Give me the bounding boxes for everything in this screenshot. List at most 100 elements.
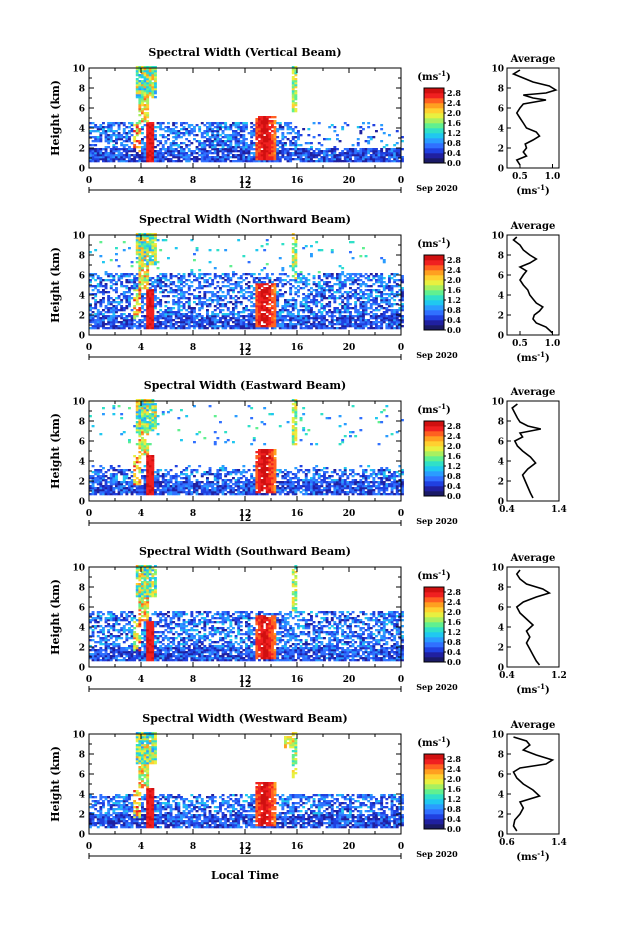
heatmap-cell (120, 487, 124, 490)
heatmap-cell (250, 297, 254, 300)
heatmap-cell (341, 154, 345, 157)
heatmap-cell (128, 279, 131, 282)
heatmap-cell (359, 289, 363, 292)
heatmap-cell (109, 327, 113, 330)
y-tick-label: 6 (79, 105, 85, 115)
heatmap-cell (135, 124, 139, 127)
heatmap-cell (388, 317, 391, 320)
heatmap-cell (364, 323, 368, 326)
heatmap-cell (328, 273, 332, 276)
heatmap-cell (320, 297, 324, 300)
heatmap-cell (156, 279, 160, 282)
heatmap-cell (185, 491, 189, 494)
heatmap-cell (91, 465, 95, 468)
heatmap-cell (216, 152, 220, 155)
heatmap-cell (143, 257, 147, 260)
heatmap-cell (206, 291, 209, 294)
heatmap-cell (325, 311, 329, 314)
heatmap-cell (372, 160, 376, 163)
heatmap-cell (265, 132, 269, 135)
heatmap-cell (211, 160, 215, 163)
heatmap-cell (260, 327, 264, 330)
heatmap-cell (304, 245, 308, 248)
heatmap-cell (135, 327, 139, 330)
heatmap-cell (307, 327, 311, 330)
heatmap-cell (177, 277, 181, 280)
heatmap-cell (198, 325, 202, 328)
heatmap-cell (221, 150, 225, 153)
heatmap-cell (115, 247, 118, 250)
heatmap-cell (273, 140, 277, 143)
heatmap-cell (247, 291, 251, 294)
heatmap-cell (276, 297, 280, 300)
heatmap-cell (146, 477, 150, 480)
heatmap-cell (198, 319, 202, 322)
heatmap-cell (143, 66, 147, 69)
heatmap-cell (211, 325, 215, 328)
heatmap-cell (330, 277, 334, 280)
heatmap-cell (89, 132, 92, 135)
heatmap-cell (281, 142, 285, 145)
heatmap-cell (148, 491, 152, 494)
heatmap-cell (265, 289, 269, 292)
heatmap-cell (146, 241, 150, 244)
heatmap-cell (203, 281, 207, 284)
heatmap-cell (284, 279, 287, 282)
heatmap-cell (99, 154, 103, 157)
heatmap-cell (390, 148, 394, 151)
heatmap-cell (125, 291, 129, 294)
heatmap-cell (273, 311, 277, 314)
heatmap-cell (401, 287, 404, 290)
heatmap-cell (99, 469, 103, 472)
heatmap-cell (263, 249, 267, 252)
heatmap-cell (94, 130, 98, 133)
heatmap-cell (141, 305, 144, 308)
heatmap-cell (89, 122, 92, 125)
heatmap-cell (265, 126, 269, 129)
heatmap-cell (94, 148, 98, 151)
heatmap-cell (336, 134, 339, 137)
heatmap-cell (258, 287, 261, 290)
heatmap-cell (286, 301, 290, 304)
heatmap-cell (94, 321, 98, 324)
heatmap-cell (369, 154, 373, 157)
heatmap-cell (343, 158, 347, 161)
panel-3: Spectral Width (Eastward Beam)0246810Hei… (49, 379, 567, 526)
heatmap-cell (112, 279, 116, 282)
heatmap-cell (177, 311, 181, 314)
heatmap-cell (213, 267, 217, 270)
heatmap-cell (343, 154, 347, 157)
heatmap-cell (239, 295, 243, 298)
heatmap-cell (297, 156, 300, 159)
heatmap-cell (156, 154, 160, 157)
heatmap-cell (372, 289, 376, 292)
heatmap-cell (135, 467, 139, 470)
heatmap-cell (89, 144, 92, 147)
heatmap-cell (289, 311, 293, 314)
heatmap-cell (133, 160, 137, 163)
heatmap-cell (221, 325, 225, 328)
heatmap-cell (190, 239, 194, 242)
heatmap-cell (341, 323, 345, 326)
heatmap-cell (174, 150, 178, 153)
colorbar-swatch (424, 285, 444, 291)
heatmap-cell (169, 489, 173, 492)
heatmap-cell (284, 148, 287, 151)
heatmap-cell (362, 150, 365, 153)
heatmap-cell (161, 475, 165, 478)
heatmap-cell (268, 299, 272, 302)
heatmap-cell (130, 285, 134, 288)
heatmap-cell (112, 152, 116, 155)
heatmap-cell (107, 321, 111, 324)
heatmap-cell (128, 325, 131, 328)
heatmap-cell (268, 307, 272, 310)
heatmap-cell (367, 295, 371, 298)
heatmap-cell (141, 128, 144, 131)
heatmap-cell (271, 283, 274, 286)
heatmap-cell (141, 307, 144, 310)
heatmap-cell (154, 281, 157, 284)
heatmap-cell (398, 279, 402, 282)
heatmap-cell (203, 293, 207, 296)
heatmap-cell (169, 273, 173, 276)
heatmap-cell (159, 481, 163, 484)
